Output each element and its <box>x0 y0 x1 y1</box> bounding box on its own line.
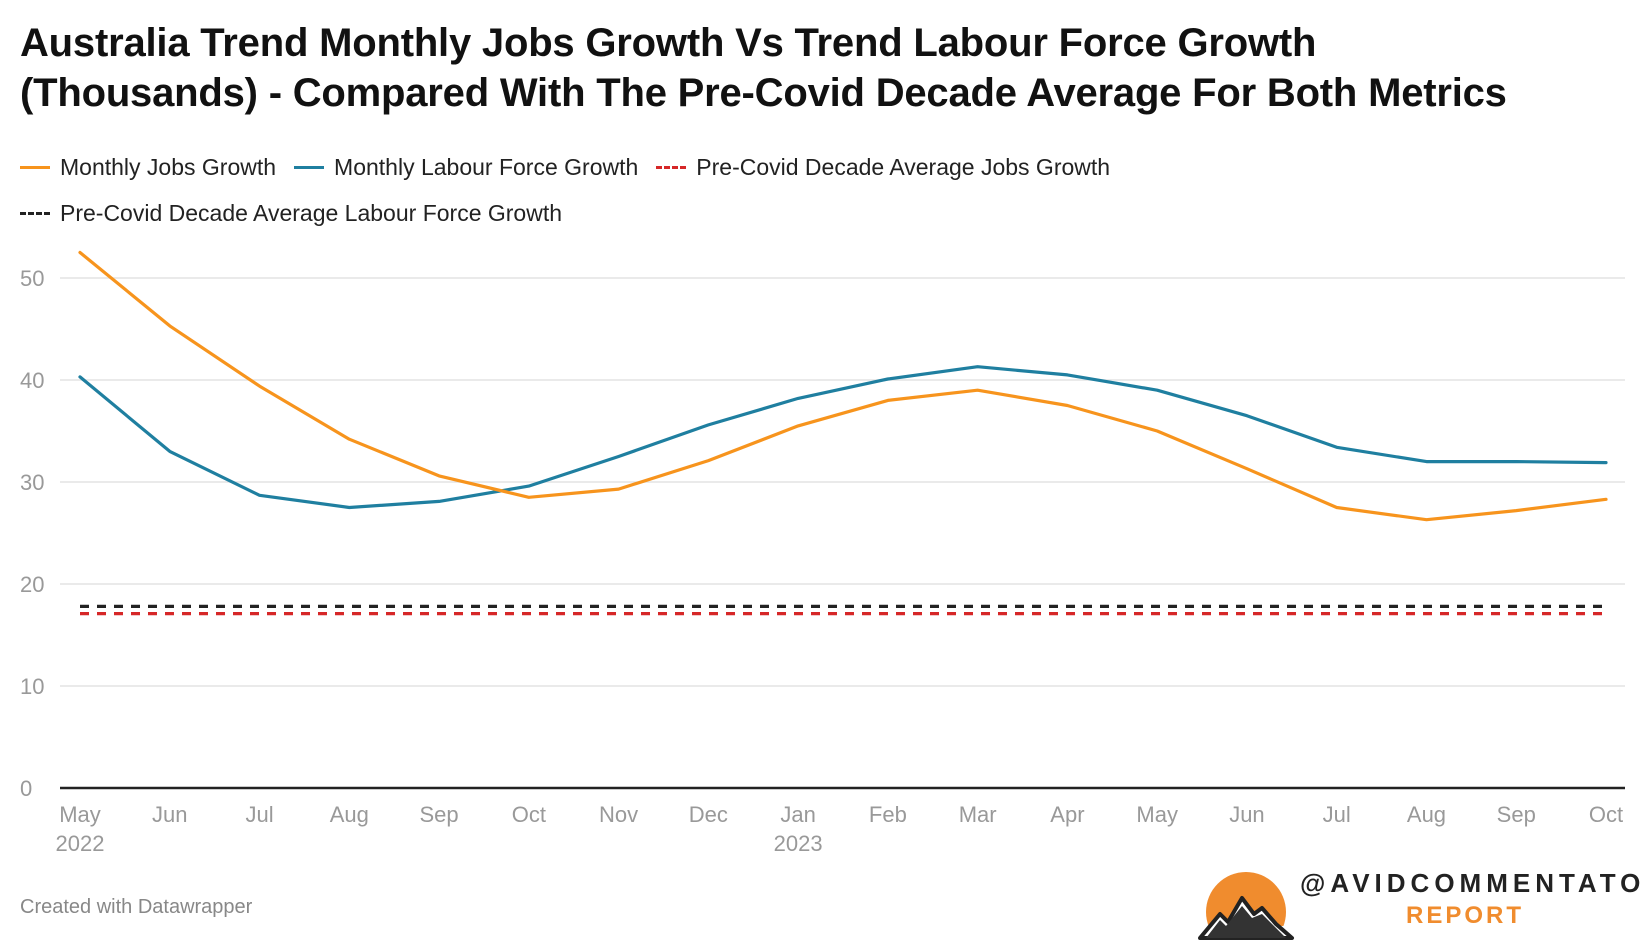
legend-label-avg-jobs: Pre-Covid Decade Average Jobs Growth <box>696 153 1111 180</box>
chart-title-line-1: Australia Trend Monthly Jobs Growth Vs T… <box>20 21 1317 65</box>
x-tick-label-10: Mar <box>959 802 997 827</box>
legend-item-avg-labour-force: Pre-Covid Decade Average Labour Force Gr… <box>20 200 562 227</box>
brand-logo: @AVIDCOMMENTATOR REPORT <box>1196 868 1640 940</box>
x-tick-label-11: Apr <box>1050 802 1084 827</box>
legend-label-labour-force: Monthly Labour Force Growth <box>334 153 639 180</box>
legend-swatch-avg-jobs <box>656 165 687 169</box>
x-tick-label-7: Dec <box>689 802 728 827</box>
series-line-monthly-labour-force-growth <box>78 365 1608 510</box>
sun-mountain-icon <box>1196 872 1296 940</box>
logo-handle-text: @AVIDCOMMENTATOR <box>1300 868 1640 898</box>
legend-label-jobs: Monthly Jobs Growth <box>60 153 277 180</box>
footer-credit: Created with Datawrapper <box>20 896 253 918</box>
legend-swatch-jobs <box>20 165 50 169</box>
chart-title-line-2: (Thousands) - Compared With The Pre-Covi… <box>20 71 1507 115</box>
x-tick-label-2: Jul <box>245 802 273 827</box>
y-tick-label-10: 10 <box>20 674 44 699</box>
x-tick-label-8: Jan <box>780 802 815 827</box>
legend-row-1: Monthly Jobs Growth Monthly Labour Force… <box>20 144 1320 190</box>
x-tick-label-16: Sep <box>1497 802 1536 827</box>
x-tick-label-3: Aug <box>330 802 369 827</box>
y-tick-label-40: 40 <box>20 368 44 393</box>
x-tick-label-0-year: 2022 <box>56 831 105 856</box>
x-tick-label-12: May <box>1136 802 1178 827</box>
x-tick-label-5: Oct <box>512 802 546 827</box>
x-tick-label-0: May <box>59 802 101 827</box>
x-tick-label-8-year: 2023 <box>774 831 823 856</box>
chart-title: Australia Trend Monthly Jobs Growth Vs T… <box>20 18 1620 118</box>
legend-item-avg-jobs: Pre-Covid Decade Average Jobs Growth <box>656 154 1110 181</box>
x-tick-label-4: Sep <box>419 802 458 827</box>
y-tick-label-20: 20 <box>20 572 44 597</box>
legend-row-2: Pre-Covid Decade Average Labour Force Gr… <box>20 190 1320 236</box>
legend-item-jobs: Monthly Jobs Growth <box>20 154 276 181</box>
legend-label-avg-labour-force: Pre-Covid Decade Average Labour Force Gr… <box>60 199 563 226</box>
chart-legend: Monthly Jobs Growth Monthly Labour Force… <box>20 144 1320 236</box>
legend-item-labour-force: Monthly Labour Force Growth <box>294 154 638 181</box>
x-tick-label-9: Feb <box>869 802 907 827</box>
x-tick-label-15: Aug <box>1407 802 1446 827</box>
legend-swatch-avg-labour-force <box>20 211 50 215</box>
x-tick-label-1: Jun <box>152 802 187 827</box>
x-tick-label-14: Jul <box>1323 802 1351 827</box>
x-tick-label-17: Oct <box>1589 802 1623 827</box>
y-tick-label-50: 50 <box>20 266 44 291</box>
y-tick-label-30: 30 <box>20 470 44 495</box>
line-chart: 0 10 20 30 40 50 May 2022 Jun Jul Aug Sep Oct Nov Dec J… <box>20 250 1625 856</box>
legend-swatch-labour-force <box>294 165 325 169</box>
logo-report-text: REPORT <box>1406 902 1525 929</box>
x-tick-label-6: Nov <box>599 802 638 827</box>
y-tick-label-0: 0 <box>20 776 32 801</box>
x-tick-label-13: Jun <box>1229 802 1264 827</box>
series-line-monthly-jobs-growth <box>78 250 1608 522</box>
